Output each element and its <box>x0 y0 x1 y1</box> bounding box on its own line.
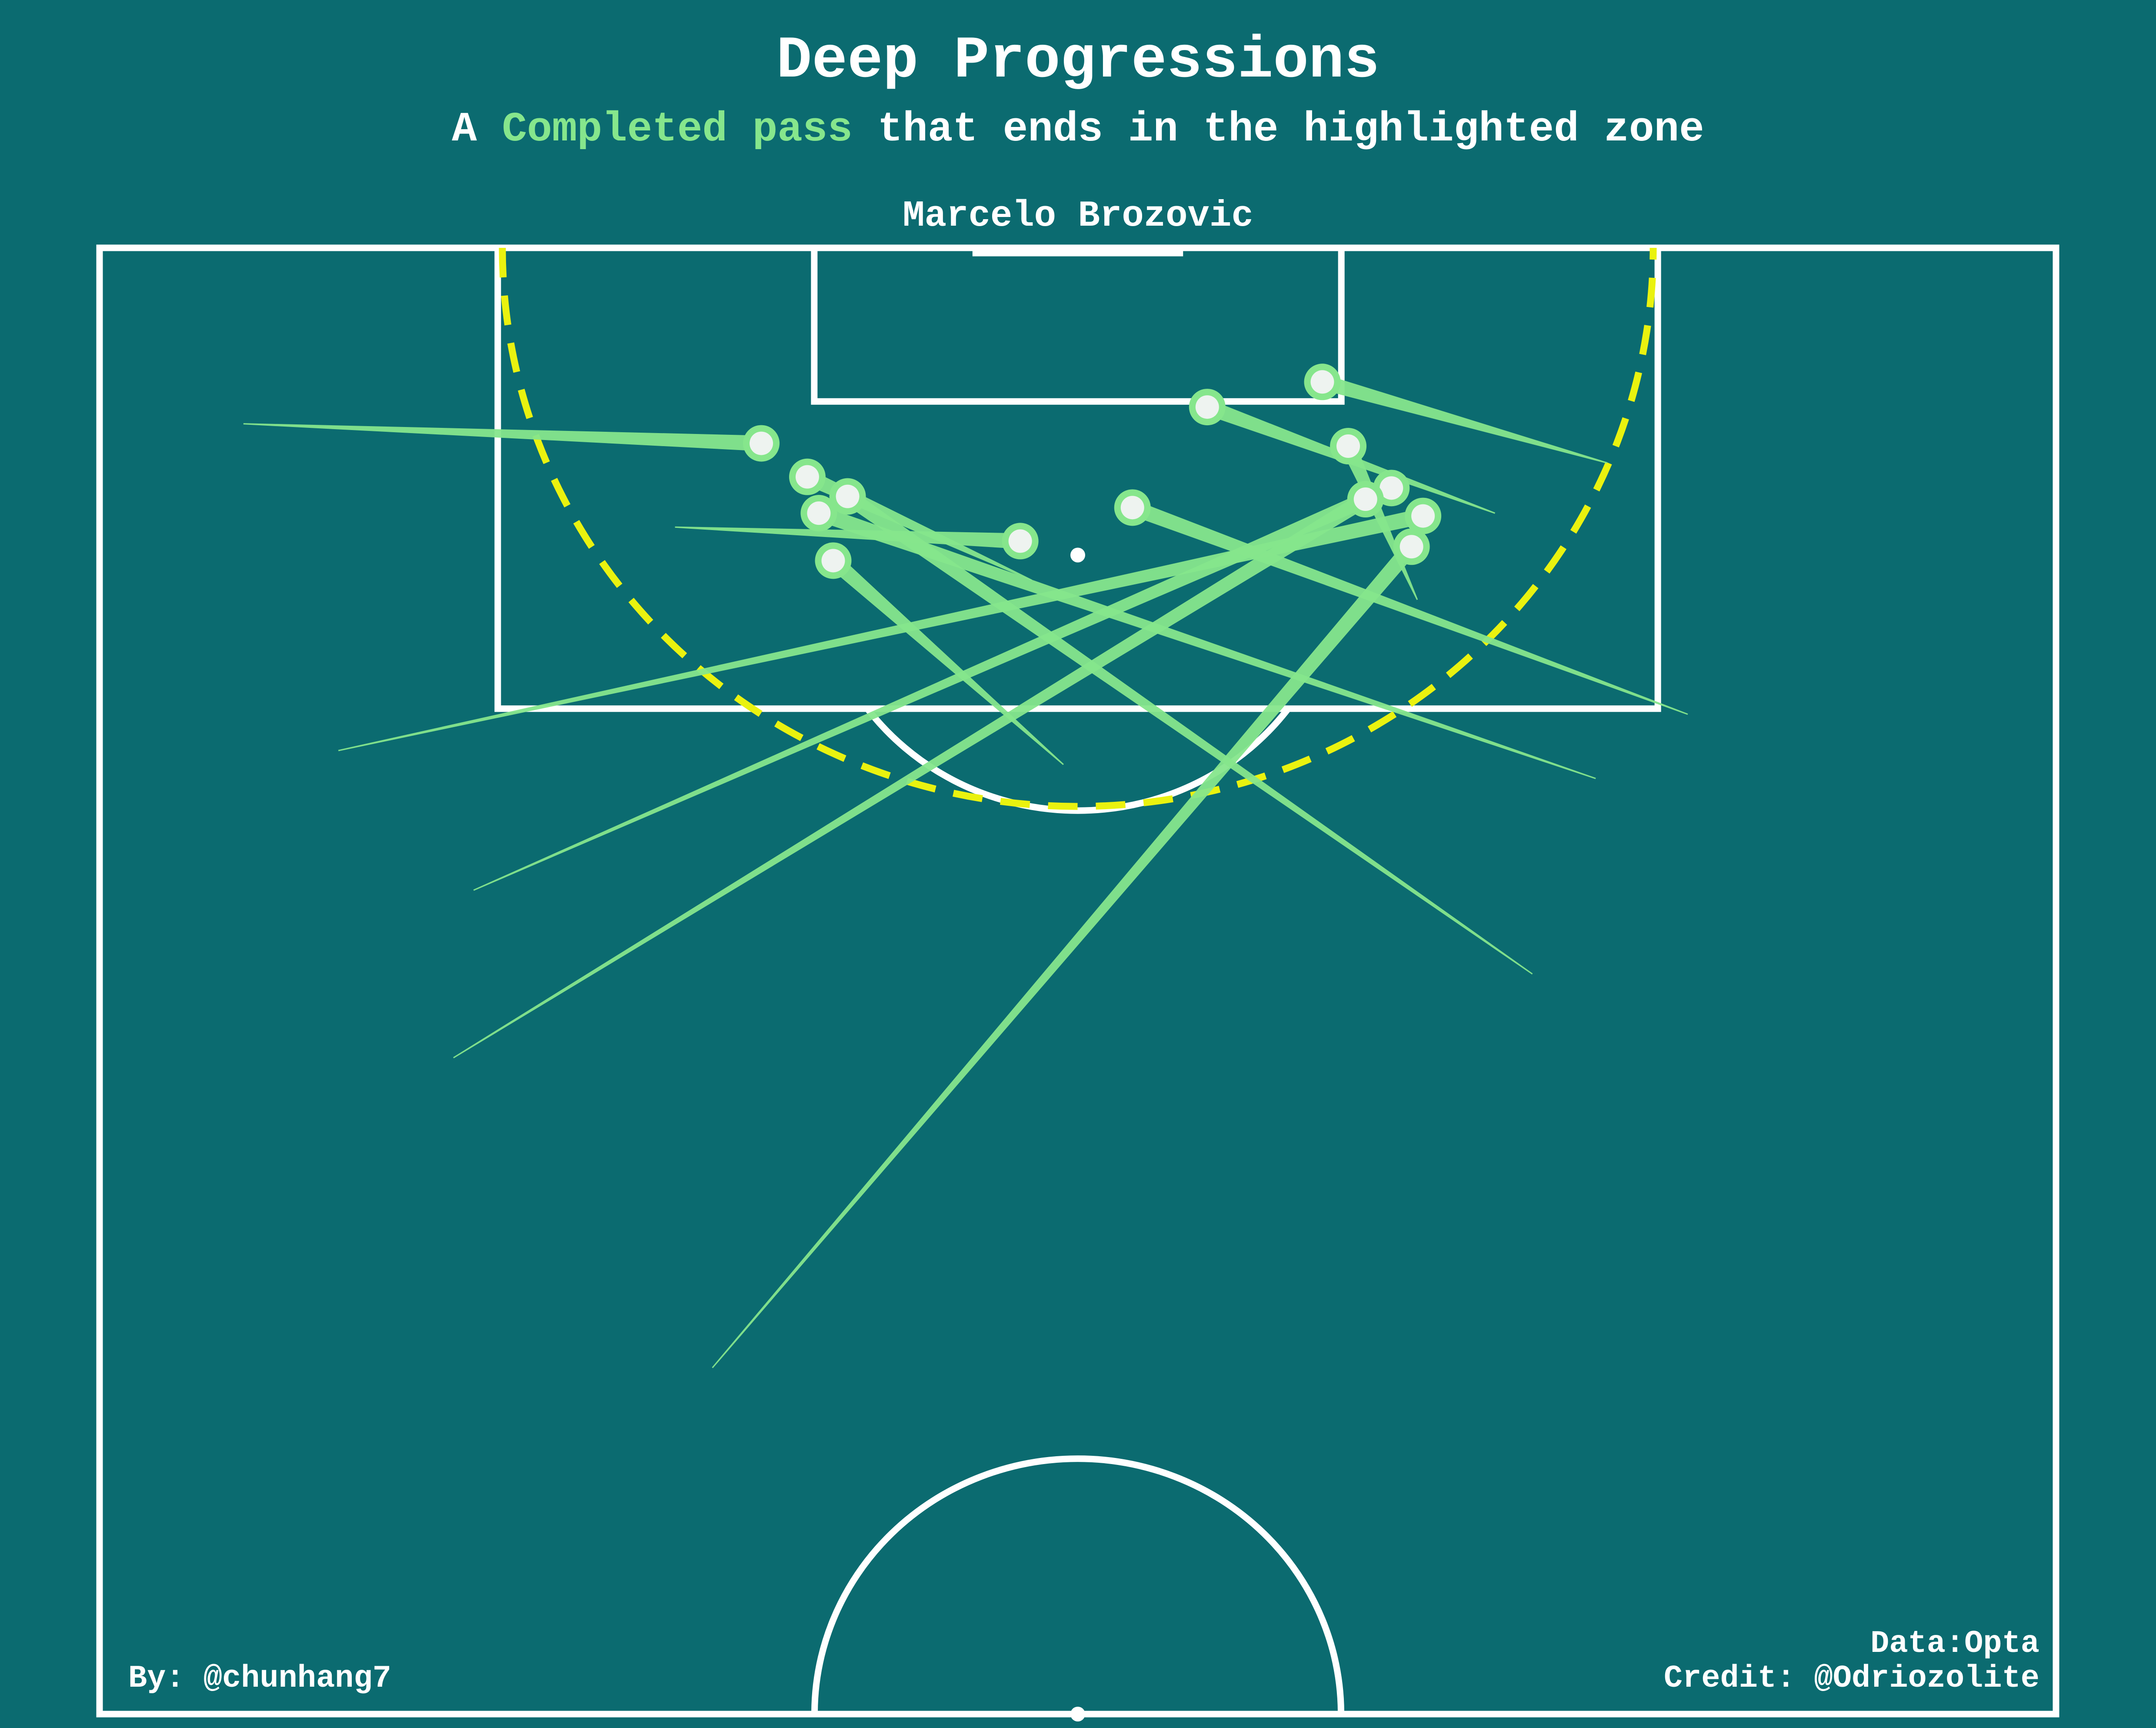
subtitle-after: that ends in the highlighted zone <box>853 106 1704 153</box>
centre-circle <box>814 1459 1341 1714</box>
pass-line-14 <box>712 541 1418 1368</box>
six-yard-box <box>811 244 1345 405</box>
data-credit: Data:Opta Credit: @Odriozolite <box>1664 1626 2039 1696</box>
pass-end-point-8 <box>1310 370 1334 394</box>
pass-line-10 <box>843 490 1533 975</box>
penalty-spot <box>1070 547 1085 563</box>
pass-line-4 <box>338 508 1425 751</box>
pass-lines <box>243 374 1688 1368</box>
pass-line-6 <box>453 492 1370 1058</box>
pass-end-point-2 <box>1008 529 1032 553</box>
pitch-markings <box>96 244 2059 1721</box>
highlighted-zone <box>499 247 1657 810</box>
design-credit: Credit: @Odriozolite <box>1663 1661 2039 1696</box>
pass-end-point-14 <box>1400 535 1423 559</box>
pass-end-markers <box>743 364 1442 579</box>
pitch-outline <box>96 244 2059 1718</box>
pass-end-point-3 <box>821 549 845 573</box>
pass-line-5 <box>473 480 1395 891</box>
player-name: Marcelo Brozovic <box>903 196 1253 237</box>
pass-end-point-4 <box>1411 504 1435 528</box>
pass-line-1 <box>243 423 762 451</box>
pass-end-point-5 <box>1380 476 1403 500</box>
chart-subtitle: A Completed pass that ends in the highli… <box>0 103 2156 156</box>
pass-end-point-13 <box>795 465 819 489</box>
zone-boundary <box>499 247 1657 810</box>
pass-end-point-6 <box>1353 487 1377 511</box>
pass-end-point-12 <box>1120 496 1144 520</box>
pass-line-9 <box>816 506 1596 779</box>
pass-end-point-7 <box>1195 395 1219 419</box>
pass-end-point-11 <box>1336 434 1360 458</box>
pass-end-point-9 <box>807 501 831 525</box>
data-source: Data:Opta <box>1870 1626 2039 1661</box>
subtitle-before: A <box>452 106 502 153</box>
pass-line-8 <box>1320 374 1608 464</box>
pass-end-point-1 <box>750 431 773 455</box>
pass-line-3 <box>828 554 1064 765</box>
author-credit: By: @chunhang7 <box>128 1661 391 1696</box>
centre-spot <box>1070 1707 1085 1721</box>
chart-title: Deep Progressions <box>776 27 1380 94</box>
pass-line-12 <box>1130 500 1688 715</box>
subtitle-highlight: Completed pass <box>502 106 853 153</box>
pass-end-point-10 <box>836 484 860 508</box>
